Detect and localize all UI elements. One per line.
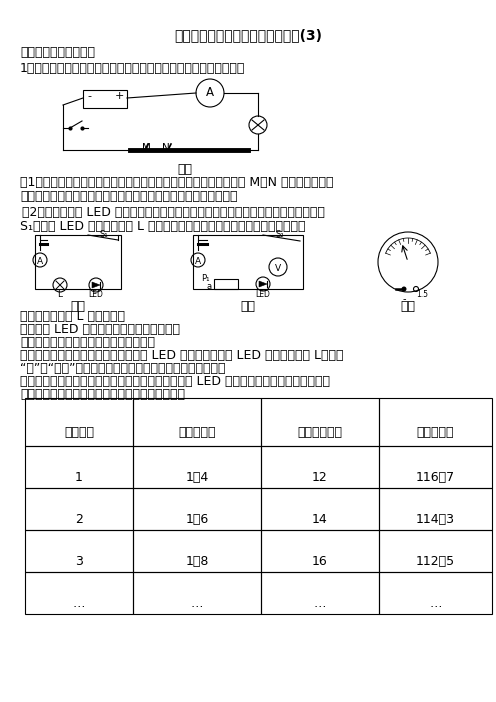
Text: V: V [275, 264, 281, 273]
Text: 116．7: 116．7 [416, 471, 455, 484]
Text: L: L [58, 290, 62, 299]
Bar [214, 279, 238, 289]
Text: 电阔（欧）: 电阔（欧） [417, 426, 454, 439]
Text: 图乙: 图乙 [70, 300, 85, 313]
Bar [261, 572, 379, 614]
Text: N: N [162, 143, 170, 153]
Bar [25, 530, 133, 572]
Text: …: … [314, 597, 326, 610]
Text: LED: LED [255, 290, 270, 299]
Text: 猜想二： LED 灯电阔很大导致电路电流很小: 猜想二： LED 灯电阔很大导致电路电流很小 [20, 323, 180, 336]
Bar [379, 572, 492, 614]
Text: …: … [73, 597, 85, 610]
Text: A: A [206, 86, 214, 99]
Text: 图丁: 图丁 [400, 300, 416, 313]
Bar [379, 398, 492, 446]
Text: 2: 2 [75, 513, 83, 526]
Bar [35, 235, 121, 289]
Text: 1.5: 1.5 [416, 290, 428, 299]
Text: a: a [207, 282, 212, 291]
Text: LED: LED [89, 290, 104, 299]
Text: （2）小明用一个 LED 灯替换铁笔芯，与小灯泡串联后接入电路（如图乙），闭合开关: （2）小明用一个 LED 灯替换铁笔芯，与小灯泡串联后接入电路（如图乙），闭合开… [22, 206, 325, 219]
Bar [133, 530, 261, 572]
Text: …: … [429, 597, 442, 610]
Text: 实验次数: 实验次数 [64, 426, 94, 439]
Text: 112．5: 112．5 [416, 555, 455, 568]
Bar [133, 398, 261, 446]
Text: 初中物理中考电学实验测试含答案(3): 初中物理中考电学实验测试含答案(3) [174, 28, 322, 42]
Text: 1．4: 1．4 [186, 471, 209, 484]
Polygon shape [92, 282, 100, 288]
Bar [261, 398, 379, 446]
Text: 12: 12 [312, 471, 328, 484]
Text: M: M [142, 143, 151, 153]
Bar [379, 488, 492, 530]
Text: 1: 1 [75, 471, 83, 484]
Bar [25, 398, 133, 446]
Text: S₂: S₂ [276, 230, 285, 239]
Bar [261, 446, 379, 488]
Bar [261, 488, 379, 530]
Bar [379, 530, 492, 572]
Text: 16: 16 [312, 555, 328, 568]
Text: -: - [402, 294, 406, 304]
Text: +: + [115, 91, 124, 101]
Text: 实验一：将一根导线并联在图乙电路中 LED 灯的两端，此时 LED 灯＿，小灯泡 L＿（填: 实验一：将一根导线并联在图乙电路中 LED 灯的两端，此时 LED 灯＿，小灯泡… [20, 349, 344, 362]
Text: 猜想一：小灯泡 L 处发生短路: 猜想一：小灯泡 L 处发生短路 [20, 310, 125, 323]
Text: …: … [191, 597, 203, 610]
Text: S₁: S₁ [100, 230, 109, 239]
Bar [25, 488, 133, 530]
Text: 为了验证猜想，小组同学进行如下实验：: 为了验证猜想，小组同学进行如下实验： [20, 336, 155, 349]
Text: A: A [195, 257, 201, 266]
Bar [133, 446, 261, 488]
Text: P₁: P₁ [201, 274, 210, 283]
Bar [261, 530, 379, 572]
Bar [25, 572, 133, 614]
Bar [133, 488, 261, 530]
Bar [379, 446, 492, 488]
Text: 1．8: 1．8 [186, 555, 209, 568]
Text: 电流（毫安）: 电流（毫安） [298, 426, 343, 439]
Text: 实验二：利用电流表和电压表，按图丙所示的电路对 LED 灯的电阔进行测量．闭合开关依: 实验二：利用电流表和电压表，按图丙所示的电路对 LED 灯的电阔进行测量．闭合开… [20, 375, 330, 388]
Text: S₁，发现 LED 灯亮而小灯泡 L 不亮，针对这种现象，同学们提出了以下猜想：: S₁，发现 LED 灯亮而小灯泡 L 不亮，针对这种现象，同学们提出了以下猜想： [20, 220, 306, 233]
Bar [25, 446, 133, 488]
Bar [133, 572, 261, 614]
Text: 图丙: 图丙 [241, 300, 255, 313]
Text: “亮”或“不亮”），根据观察到的现象说明猜想一是错误的．: “亮”或“不亮”），根据观察到的现象说明猜想一是错误的． [20, 362, 226, 375]
Text: -: - [87, 91, 91, 101]
Text: 次移动滑动变阔器的滑片，获得多组数据如下表．: 次移动滑动变阔器的滑片，获得多组数据如下表． [20, 388, 185, 401]
Bar [193, 235, 303, 289]
Text: 1．6: 1．6 [186, 513, 209, 526]
Bar [83, 90, 127, 108]
Text: A: A [37, 257, 43, 266]
Text: 电压（伏）: 电压（伏） [178, 426, 216, 439]
Text: 图甲: 图甲 [178, 163, 192, 176]
Text: 灯泡亮度会发生变化，这一现象说明导体的电阔与导体的＿有关．: 灯泡亮度会发生变化，这一现象说明导体的电阔与导体的＿有关． [20, 190, 238, 203]
Text: 一、中考物理电学实验: 一、中考物理电学实验 [20, 46, 95, 59]
Polygon shape [259, 281, 267, 287]
Text: 3: 3 [75, 555, 83, 568]
Text: 1．小明利用铅笔芯和鳄鱼夹制作了简易调光灯，装置如图甲所示。: 1．小明利用铅笔芯和鳄鱼夹制作了简易调光灯，装置如图甲所示。 [20, 62, 246, 75]
Text: 14: 14 [312, 513, 328, 526]
Text: （1）甲图中有一处明显错误是＿；改正后，闭合开关，改变鳄鱼夹 M、N 之间距离，发现: （1）甲图中有一处明显错误是＿；改正后，闭合开关，改变鳄鱼夹 M、N 之间距离，… [20, 176, 333, 189]
Text: 114．3: 114．3 [416, 513, 455, 526]
Circle shape [401, 286, 407, 291]
